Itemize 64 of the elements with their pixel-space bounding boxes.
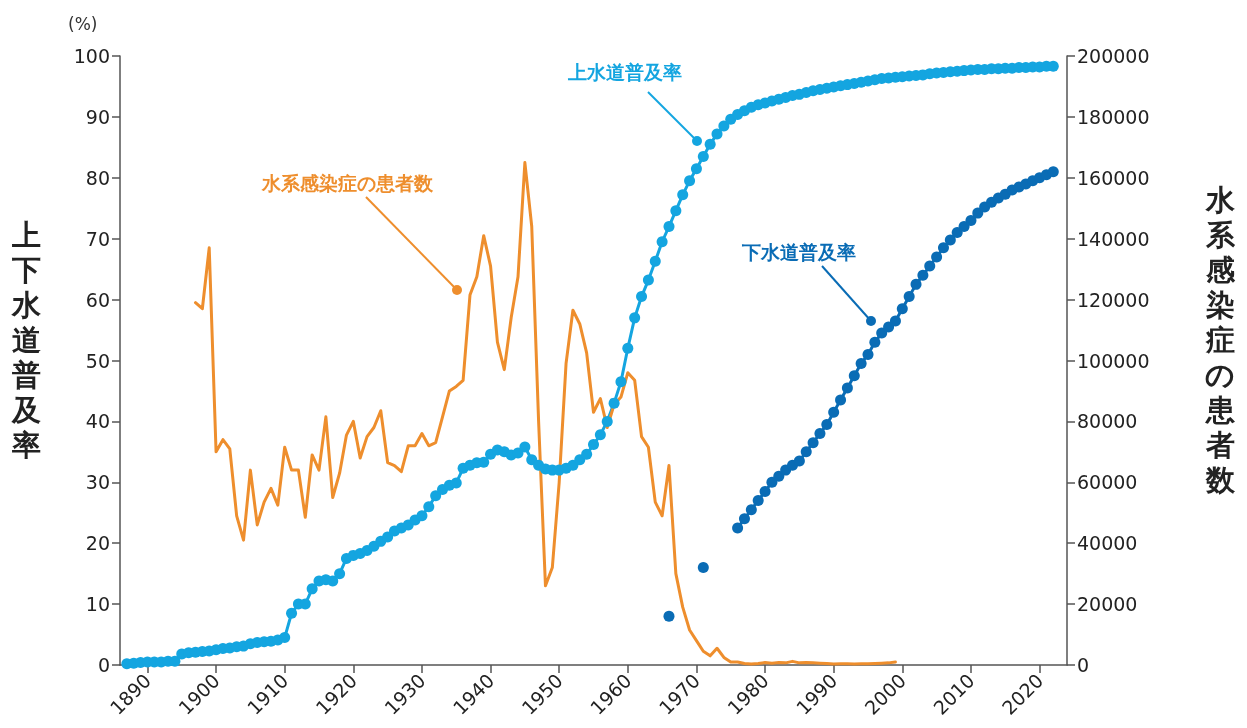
y2-tick-label: 80000 (1077, 410, 1138, 433)
y2-tick-label: 140000 (1077, 227, 1150, 250)
y-tick-label: 60 (85, 288, 110, 311)
point (965, 214, 977, 226)
point (848, 370, 860, 382)
point (752, 495, 764, 507)
point (697, 562, 709, 574)
y2-tick-label: 20000 (1077, 593, 1138, 616)
y-tick-label: 10 (85, 593, 110, 616)
point (745, 504, 757, 516)
point (814, 428, 826, 440)
point (917, 269, 929, 281)
point (821, 418, 833, 430)
point (924, 260, 936, 272)
point (869, 336, 881, 348)
y2-tick-label: 40000 (1077, 532, 1138, 555)
y-tick-label: 30 (85, 471, 110, 494)
y-tick-label: 50 (85, 349, 110, 372)
point (800, 446, 812, 458)
point (663, 610, 675, 622)
point (910, 278, 922, 290)
y-tick-label: 100 (73, 45, 110, 67)
point (903, 291, 915, 303)
y-tick-label: 40 (85, 410, 110, 433)
text: 水系感染症の患者数 (1205, 182, 1235, 497)
point (793, 455, 805, 467)
point (958, 221, 970, 233)
text: 下水道普及率 (742, 240, 856, 265)
point (896, 303, 908, 315)
point (738, 513, 750, 525)
point (807, 437, 819, 449)
y2-tick-label: 200000 (1077, 45, 1150, 67)
point (835, 394, 847, 406)
y-axis-title: 上下水道普及率 (10, 217, 42, 463)
y-tick-label: 80 (85, 166, 110, 189)
point (862, 348, 874, 360)
point (931, 251, 943, 263)
point (937, 242, 949, 254)
y2-tick-label: 0 (1077, 654, 1090, 676)
y2-tick-label: 160000 (1077, 166, 1150, 189)
point (889, 315, 901, 327)
y-tick-label: 90 (85, 105, 110, 128)
y2-tick-label: 180000 (1077, 105, 1150, 128)
text: (%) (68, 14, 98, 34)
point (759, 485, 771, 497)
y2-tick-label: 100000 (1077, 349, 1150, 372)
y2-tick-label: 120000 (1077, 288, 1150, 311)
point (944, 234, 956, 246)
text: 上水道普及率 (568, 60, 682, 85)
text: 水系感染症の患者数 (262, 171, 433, 196)
point (732, 522, 744, 534)
y-tick-label: 70 (85, 227, 110, 250)
point (855, 358, 867, 370)
y2-tick-label: 60000 (1077, 471, 1138, 494)
point (773, 470, 785, 482)
point (841, 382, 853, 394)
line-series (193, 161, 897, 666)
y-tick-label: 20 (85, 532, 110, 555)
point (972, 207, 984, 219)
point (828, 406, 840, 418)
point (883, 321, 895, 333)
point (951, 227, 963, 239)
y-tick-label: 0 (97, 654, 110, 676)
point (1047, 166, 1059, 178)
